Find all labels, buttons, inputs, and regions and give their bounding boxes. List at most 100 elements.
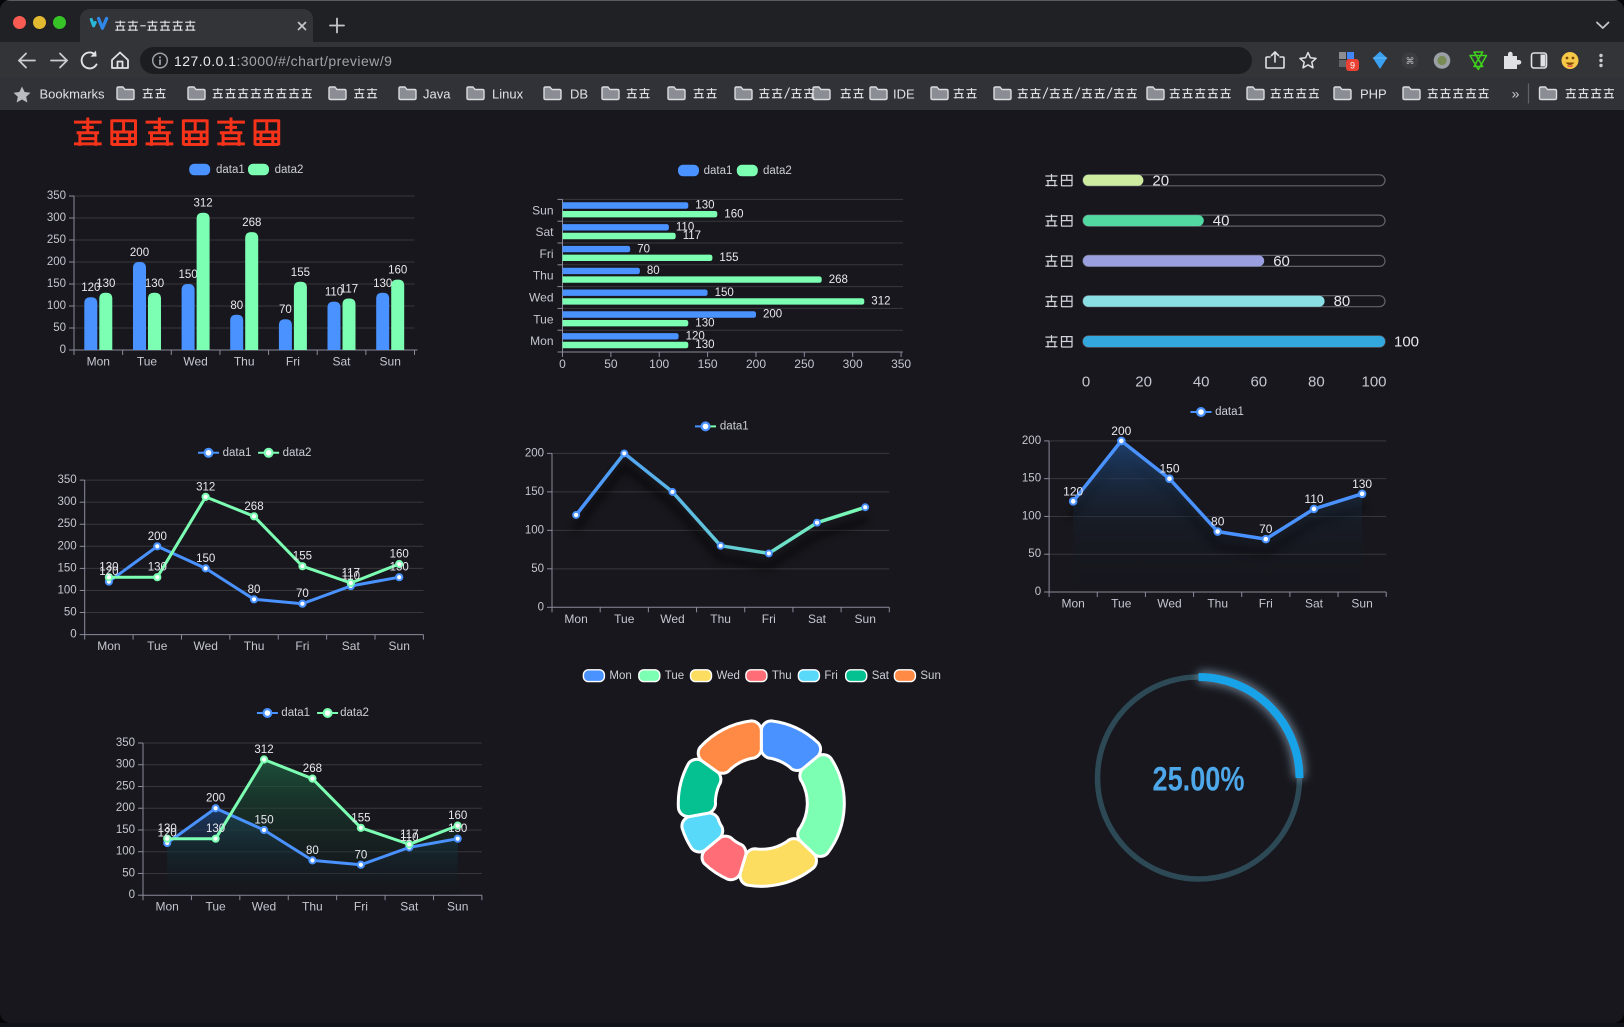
svg-text:9: 9 [1350,61,1355,71]
svg-text:150: 150 [47,278,66,290]
svg-text:50: 50 [53,322,66,334]
svg-text:Mon: Mon [564,612,587,626]
svg-text:data2: data2 [275,164,304,176]
svg-text:117: 117 [400,829,418,841]
svg-text:130: 130 [695,200,714,212]
svg-text:100: 100 [116,846,135,858]
svg-text:Tue: Tue [147,639,168,653]
svg-text:268: 268 [303,763,322,775]
svg-text:Sun: Sun [532,203,553,217]
svg-text:Sun: Sun [1351,597,1372,611]
svg-text:200: 200 [1022,435,1041,447]
svg-text:Mon: Mon [97,639,120,653]
svg-text:50: 50 [1028,548,1041,560]
svg-text:Wed: Wed [529,291,553,305]
svg-text:25.00%: 25.00% [1153,761,1245,799]
svg-text:160: 160 [724,208,743,220]
svg-text:50: 50 [64,607,77,619]
svg-text:300: 300 [47,212,66,224]
svg-text:Thu: Thu [533,269,554,283]
svg-text:130: 130 [99,562,118,574]
svg-text:Thu: Thu [772,670,792,682]
svg-text:200: 200 [525,447,544,459]
svg-text:80: 80 [306,845,319,857]
svg-text:200: 200 [130,247,149,259]
svg-text:200: 200 [746,357,766,371]
svg-text:Fri: Fri [286,355,300,369]
svg-text:312: 312 [196,481,215,493]
svg-text:130: 130 [206,823,225,835]
svg-text:80: 80 [230,300,243,312]
svg-text:Tue: Tue [205,900,226,914]
svg-text:Sat: Sat [1305,597,1324,611]
svg-text:350: 350 [58,474,77,486]
svg-text:300: 300 [58,496,77,508]
svg-text:150: 150 [116,824,135,836]
svg-text:130: 130 [390,562,409,574]
svg-text:200: 200 [148,531,167,543]
svg-text:Fri: Fri [1259,597,1273,611]
svg-text:155: 155 [719,252,738,264]
svg-text:Mon: Mon [609,670,631,682]
svg-text:100: 100 [58,585,77,597]
svg-text:250: 250 [116,781,135,793]
svg-text:160: 160 [390,549,409,561]
svg-text:80: 80 [1334,293,1351,310]
svg-text:0: 0 [1035,586,1041,598]
svg-text:Wed: Wed [252,900,276,914]
svg-text:350: 350 [116,737,135,749]
svg-text:Sun: Sun [447,900,468,914]
svg-text:110: 110 [676,222,694,234]
svg-text:268: 268 [244,501,263,513]
svg-text:40: 40 [1193,374,1210,391]
svg-text:Thu: Thu [1207,597,1228,611]
svg-text:Sun: Sun [920,670,940,682]
svg-text:0: 0 [60,344,66,356]
svg-text:Mon: Mon [156,900,179,914]
svg-text:Fri: Fri [540,247,554,261]
svg-text:160: 160 [388,265,407,277]
svg-text:117: 117 [340,284,358,296]
svg-text:20: 20 [1135,374,1152,391]
svg-text:70: 70 [637,243,650,255]
svg-text:130: 130 [158,823,177,835]
svg-text:Sat: Sat [342,639,361,653]
svg-text:130: 130 [448,823,467,835]
svg-text:300: 300 [116,759,135,771]
svg-text:200: 200 [116,802,135,814]
svg-text:200: 200 [58,540,77,552]
svg-text:Bookmarks: Bookmarks [40,86,106,101]
svg-text:Wed: Wed [717,670,740,682]
svg-text:150: 150 [525,486,544,498]
svg-text:130: 130 [148,562,167,574]
svg-text:Thu: Thu [710,612,731,626]
svg-text:DB: DB [570,86,588,101]
svg-text:Mon: Mon [1062,597,1085,611]
svg-text:Sat: Sat [332,355,351,369]
svg-text:250: 250 [58,518,77,530]
svg-text:Tue: Tue [614,612,635,626]
svg-text:⌘: ⌘ [1406,56,1415,66]
svg-text:Tue: Tue [1111,597,1132,611]
svg-text:350: 350 [47,190,66,202]
svg-text:data1: data1 [1215,406,1244,418]
svg-text:100: 100 [1022,511,1041,523]
svg-text:data1: data1 [720,420,749,432]
svg-text:Tue: Tue [137,355,158,369]
svg-text:150: 150 [58,562,77,574]
svg-text:110: 110 [325,287,343,299]
svg-text:200: 200 [1111,424,1131,438]
svg-text:150: 150 [1022,473,1041,485]
svg-text:Thu: Thu [234,355,255,369]
svg-text:0: 0 [1082,374,1090,391]
svg-text:data2: data2 [340,707,369,719]
svg-text:Linux: Linux [492,86,524,101]
svg-text:PHP: PHP [1360,86,1387,101]
svg-text:Sat: Sat [872,670,890,682]
svg-text:50: 50 [604,357,618,371]
svg-text:130: 130 [145,278,164,290]
svg-text:data1: data1 [281,707,310,719]
svg-text:312: 312 [871,296,890,308]
svg-text:150: 150 [1159,462,1179,476]
svg-text:117: 117 [683,230,701,242]
